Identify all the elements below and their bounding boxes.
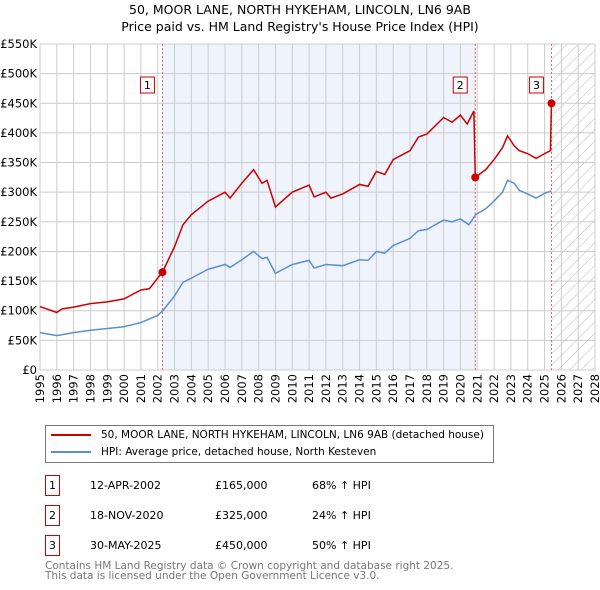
- y-tick-label: £300K: [0, 185, 37, 199]
- x-tick-label: 1998: [83, 374, 97, 403]
- x-tick-label: 2022: [487, 374, 501, 403]
- y-tick-label: £400K: [0, 126, 37, 140]
- y-tick-label: £450K: [0, 96, 37, 110]
- x-tick-label: 2016: [386, 374, 400, 403]
- x-tick-label: 2025: [538, 374, 552, 403]
- sale-price: £325,000: [215, 509, 268, 522]
- y-tick-label: £200K: [0, 244, 37, 258]
- sale-label-box: [452, 76, 468, 94]
- footer-line-2: This data is licensed under the Open Gov…: [45, 570, 380, 582]
- x-tick-label: 2023: [504, 374, 518, 403]
- x-tick-label: 2015: [369, 374, 383, 403]
- x-tick-label: 2024: [521, 374, 535, 403]
- hpi-line: [39, 179, 552, 337]
- x-tick-label: 1997: [67, 374, 81, 403]
- x-tick-label: 2019: [437, 374, 451, 403]
- legend-swatch-red: [51, 434, 91, 436]
- sale-number-badge: 1: [45, 475, 60, 496]
- sale-hpi-change: 68% ↑ HPI: [312, 479, 371, 492]
- x-tick-label: 2001: [134, 374, 148, 403]
- legend-label: 50, MOOR LANE, NORTH HYKEHAM, LINCOLN, L…: [101, 429, 484, 441]
- x-tick-label: 2018: [420, 374, 434, 403]
- y-tick-label: £0: [22, 363, 37, 377]
- price-chart: £0 £50K £100K £150K £200K £250K £300K £350K £400…: [0, 37, 600, 403]
- sale-row: 3 30-MAY-2025 £450,000 50% ↑ HPI: [45, 535, 445, 556]
- sale-label: 1: [144, 79, 151, 92]
- x-tick-label: 2010: [285, 374, 299, 403]
- plot-frame: [39, 43, 596, 371]
- x-tick-label: 2006: [218, 374, 232, 403]
- x-tick-label: 2021: [470, 374, 484, 403]
- sale-label: 3: [533, 79, 540, 92]
- sale-price: £450,000: [215, 539, 268, 552]
- x-tick-label: 2004: [184, 374, 198, 403]
- x-tick-label: 2005: [201, 374, 215, 403]
- legend-item-property: 50, MOOR LANE, NORTH HYKEHAM, LINCOLN, L…: [51, 429, 484, 441]
- legend-swatch-blue: [51, 451, 91, 453]
- sale-point: [547, 99, 556, 108]
- x-tick-label: 2003: [168, 374, 182, 403]
- x-tick-label: 2027: [571, 374, 585, 403]
- x-tick-label: 1995: [33, 374, 47, 403]
- sale-label-box: [139, 76, 155, 94]
- y-tick-label: £150K: [0, 274, 37, 288]
- y-tick-label: £50K: [8, 333, 38, 347]
- sale-row: 1 12-APR-2002 £165,000 68% ↑ HPI: [45, 475, 445, 496]
- sale-label-box: [528, 76, 544, 94]
- sale-date: 12-APR-2002: [90, 479, 162, 492]
- sale-number-badge: 2: [45, 505, 60, 526]
- legend-item-hpi: HPI: Average price, detached house, Nort…: [51, 446, 376, 458]
- x-tick-label: 2026: [554, 374, 568, 403]
- sale-row: 2 18-NOV-2020 £325,000 24% ↑ HPI: [45, 505, 445, 526]
- footer-line-1: Contains HM Land Registry data © Crown c…: [45, 560, 454, 572]
- x-tick-label: 2028: [588, 374, 600, 403]
- sale-hpi-change: 50% ↑ HPI: [312, 539, 371, 552]
- sale-date: 18-NOV-2020: [90, 509, 164, 522]
- y-tick-label: £550K: [0, 37, 37, 51]
- shaded-ownership-range: [162, 44, 476, 370]
- sale-hpi-change: 24% ↑ HPI: [312, 509, 371, 522]
- x-tick-label: 2020: [453, 374, 467, 403]
- x-tick-label: 2002: [151, 374, 165, 403]
- x-tick-label: 2011: [302, 374, 316, 403]
- x-tick-label: 2009: [268, 374, 282, 403]
- y-tick-label: £250K: [0, 215, 37, 229]
- x-tick-label: 2012: [319, 374, 333, 403]
- x-tick-label: 1999: [100, 374, 114, 403]
- sale-label: 2: [457, 79, 464, 92]
- y-tick-label: £350K: [0, 156, 37, 170]
- x-tick-label: 2013: [336, 374, 350, 403]
- y-tick-label: £500K: [0, 67, 37, 81]
- sale-price: £165,000: [215, 479, 268, 492]
- y-tick-label: £100K: [0, 304, 37, 318]
- sale-point: [158, 268, 167, 277]
- chart-title: 50, MOOR LANE, NORTH HYKEHAM, LINCOLN, L…: [129, 2, 471, 17]
- x-tick-label: 2008: [252, 374, 266, 403]
- sale-date: 30-MAY-2025: [90, 539, 162, 552]
- sale-number-badge: 3: [45, 535, 60, 556]
- x-tick-label: 2014: [353, 374, 367, 403]
- footer: Contains HM Land Registry data © Crown c…: [45, 560, 454, 582]
- property-price-line: [39, 103, 553, 314]
- chart-subtitle: Price paid vs. HM Land Registry's House …: [121, 19, 479, 34]
- legend-label: HPI: Average price, detached house, Nort…: [101, 446, 377, 458]
- forecast-hatch: [551, 44, 595, 370]
- x-tick-label: 2017: [403, 374, 417, 403]
- x-tick-label: 2000: [117, 374, 131, 403]
- x-tick-label: 2007: [235, 374, 249, 403]
- x-tick-label: 1996: [50, 374, 64, 403]
- legend: 50, MOOR LANE, NORTH HYKEHAM, LINCOLN, L…: [45, 425, 494, 463]
- sale-point: [471, 173, 480, 182]
